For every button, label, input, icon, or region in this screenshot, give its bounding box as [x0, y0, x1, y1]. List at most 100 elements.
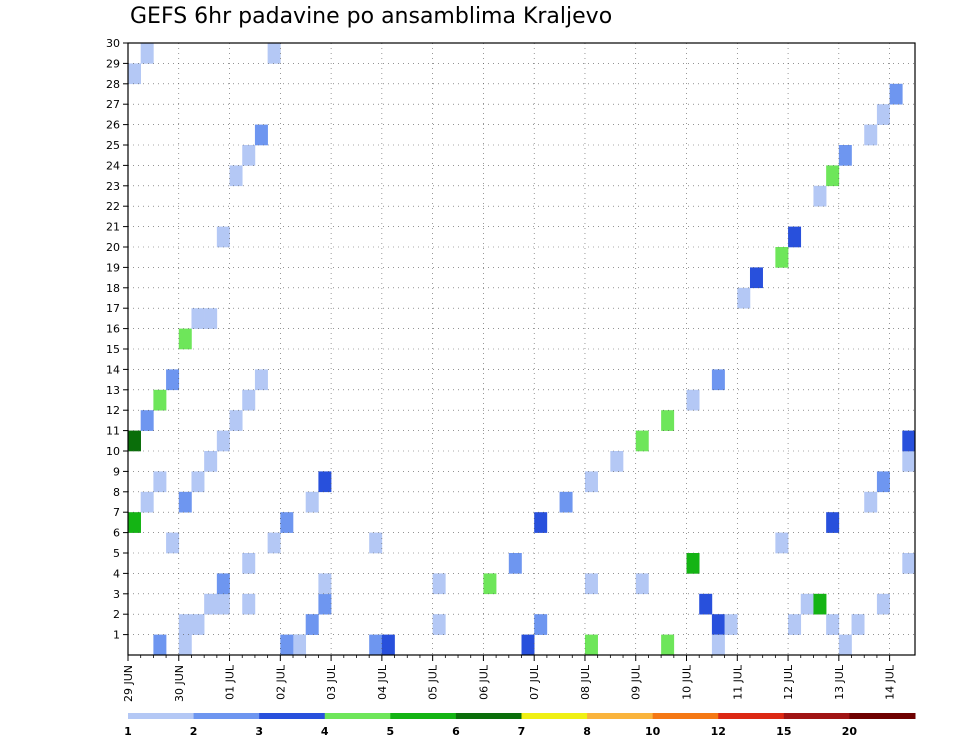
heatmap-cell [876, 471, 890, 493]
heatmap-cell [267, 532, 281, 554]
heatmap-cell [229, 165, 243, 187]
legend-label: 10 [645, 725, 661, 738]
x-tick-label: 07 JUL [528, 664, 541, 700]
heatmap-cell [254, 124, 268, 146]
y-tick-label: 26 [106, 119, 120, 132]
heatmap-cell [280, 512, 294, 533]
y-tick-label: 27 [106, 98, 120, 111]
heatmap-cell [305, 491, 319, 513]
heatmap-cell [293, 634, 307, 656]
heatmap-cell [902, 553, 916, 574]
heatmap-cell [318, 573, 332, 595]
heatmap-cell [178, 491, 192, 513]
heatmap-cell [876, 104, 890, 125]
heatmap-cell [128, 430, 141, 452]
grid-layer [128, 43, 915, 655]
heatmap-cell [178, 328, 192, 350]
heatmap-cell [242, 145, 256, 166]
legend-label: 3 [255, 725, 263, 738]
legend-swatch [259, 713, 326, 719]
heatmap-cell [242, 553, 256, 574]
y-tick-label: 3 [113, 588, 120, 601]
heatmap-cell [254, 369, 268, 391]
heatmap-cell [432, 573, 446, 595]
heatmap-cell [584, 471, 598, 493]
heatmap-cell [216, 226, 230, 248]
y-tick-label: 22 [106, 200, 120, 213]
x-tick-label: 05 JUL [427, 664, 440, 700]
heatmap-cell [902, 451, 916, 472]
heatmap-cell [280, 634, 294, 656]
y-tick-label: 12 [106, 404, 120, 417]
heatmap-cell [838, 634, 852, 656]
heatmap-cell [851, 614, 865, 635]
legend-swatch [783, 713, 850, 719]
legend-label: 4 [321, 725, 329, 738]
legend-label: 1 [124, 725, 132, 738]
heatmap-cell [508, 553, 522, 574]
y-tick-label: 15 [106, 343, 120, 356]
heatmap-cell [521, 634, 535, 656]
y-tick-label: 28 [106, 78, 120, 91]
heatmap-cell [242, 389, 256, 411]
heatmap-cell [711, 634, 725, 656]
legend-swatch [193, 713, 260, 719]
y-tick-label: 14 [106, 363, 120, 376]
y-tick-label: 25 [106, 139, 120, 152]
heatmap-cell [229, 410, 243, 431]
heatmap-cell [788, 226, 802, 248]
heatmap-cell [749, 267, 763, 289]
heatmap-cell [483, 573, 497, 595]
heatmap-cell [724, 614, 738, 635]
heatmap-cell [826, 165, 840, 187]
heatmap-cell [432, 614, 446, 635]
legend-swatch [390, 713, 457, 719]
heatmap-cell [711, 369, 725, 391]
heatmap-cell [140, 410, 154, 431]
heatmap-cell [178, 614, 192, 635]
legend-label: 7 [518, 725, 526, 738]
heatmap-cell [381, 634, 395, 656]
heatmap-cell [864, 124, 878, 146]
heatmap-cell [369, 532, 383, 554]
y-tick-label: 10 [106, 445, 120, 458]
x-axis: 29 JUN 30 JUN 01 JUL 02 JUL 03 JUL 04 JUL 05 J… [122, 655, 897, 702]
heatmap-cell [584, 634, 598, 656]
y-tick-label: 2 [113, 608, 120, 621]
heatmap-cell [610, 451, 624, 472]
x-tick-label: 06 JUL [477, 664, 490, 700]
y-tick-label: 9 [113, 465, 120, 478]
heatmap-cell [153, 389, 167, 411]
heatmap-cell [826, 614, 840, 635]
heatmap-cell [775, 532, 789, 554]
legend-label: 6 [452, 725, 460, 738]
x-tick-label: 13 JUL [833, 664, 846, 700]
legend-label: 2 [190, 725, 198, 738]
heatmap-cell [305, 614, 319, 635]
legend-swatch [718, 713, 785, 719]
heatmap-cell [661, 634, 675, 656]
legend-swatch [587, 713, 654, 719]
legend-swatch [128, 713, 195, 719]
x-tick-label: 03 JUL [325, 664, 338, 700]
legend-label: 12 [711, 725, 726, 738]
chart-title: GEFS 6hr padavine po ansamblima Kraljevo [130, 4, 613, 29]
legend-swatch [324, 713, 391, 719]
heatmap-cell [889, 83, 903, 105]
y-tick-label: 21 [106, 221, 120, 234]
heatmap-cell [686, 553, 700, 574]
heatmap-cell [800, 593, 814, 615]
x-tick-label: 12 JUL [782, 664, 795, 700]
x-tick-label: 02 JUL [274, 664, 287, 700]
y-tick-label: 5 [113, 547, 120, 560]
heatmap-cell [318, 471, 332, 493]
heatmap-cell [216, 593, 230, 615]
heatmap-cell [140, 491, 154, 513]
heatmap-cell [876, 593, 890, 615]
x-tick-label: 08 JUL [579, 664, 592, 700]
y-tick-label: 30 [106, 37, 120, 50]
heatmap-cell [737, 287, 751, 309]
heatmap-cell [153, 634, 167, 656]
heatmap-cell [534, 512, 548, 533]
